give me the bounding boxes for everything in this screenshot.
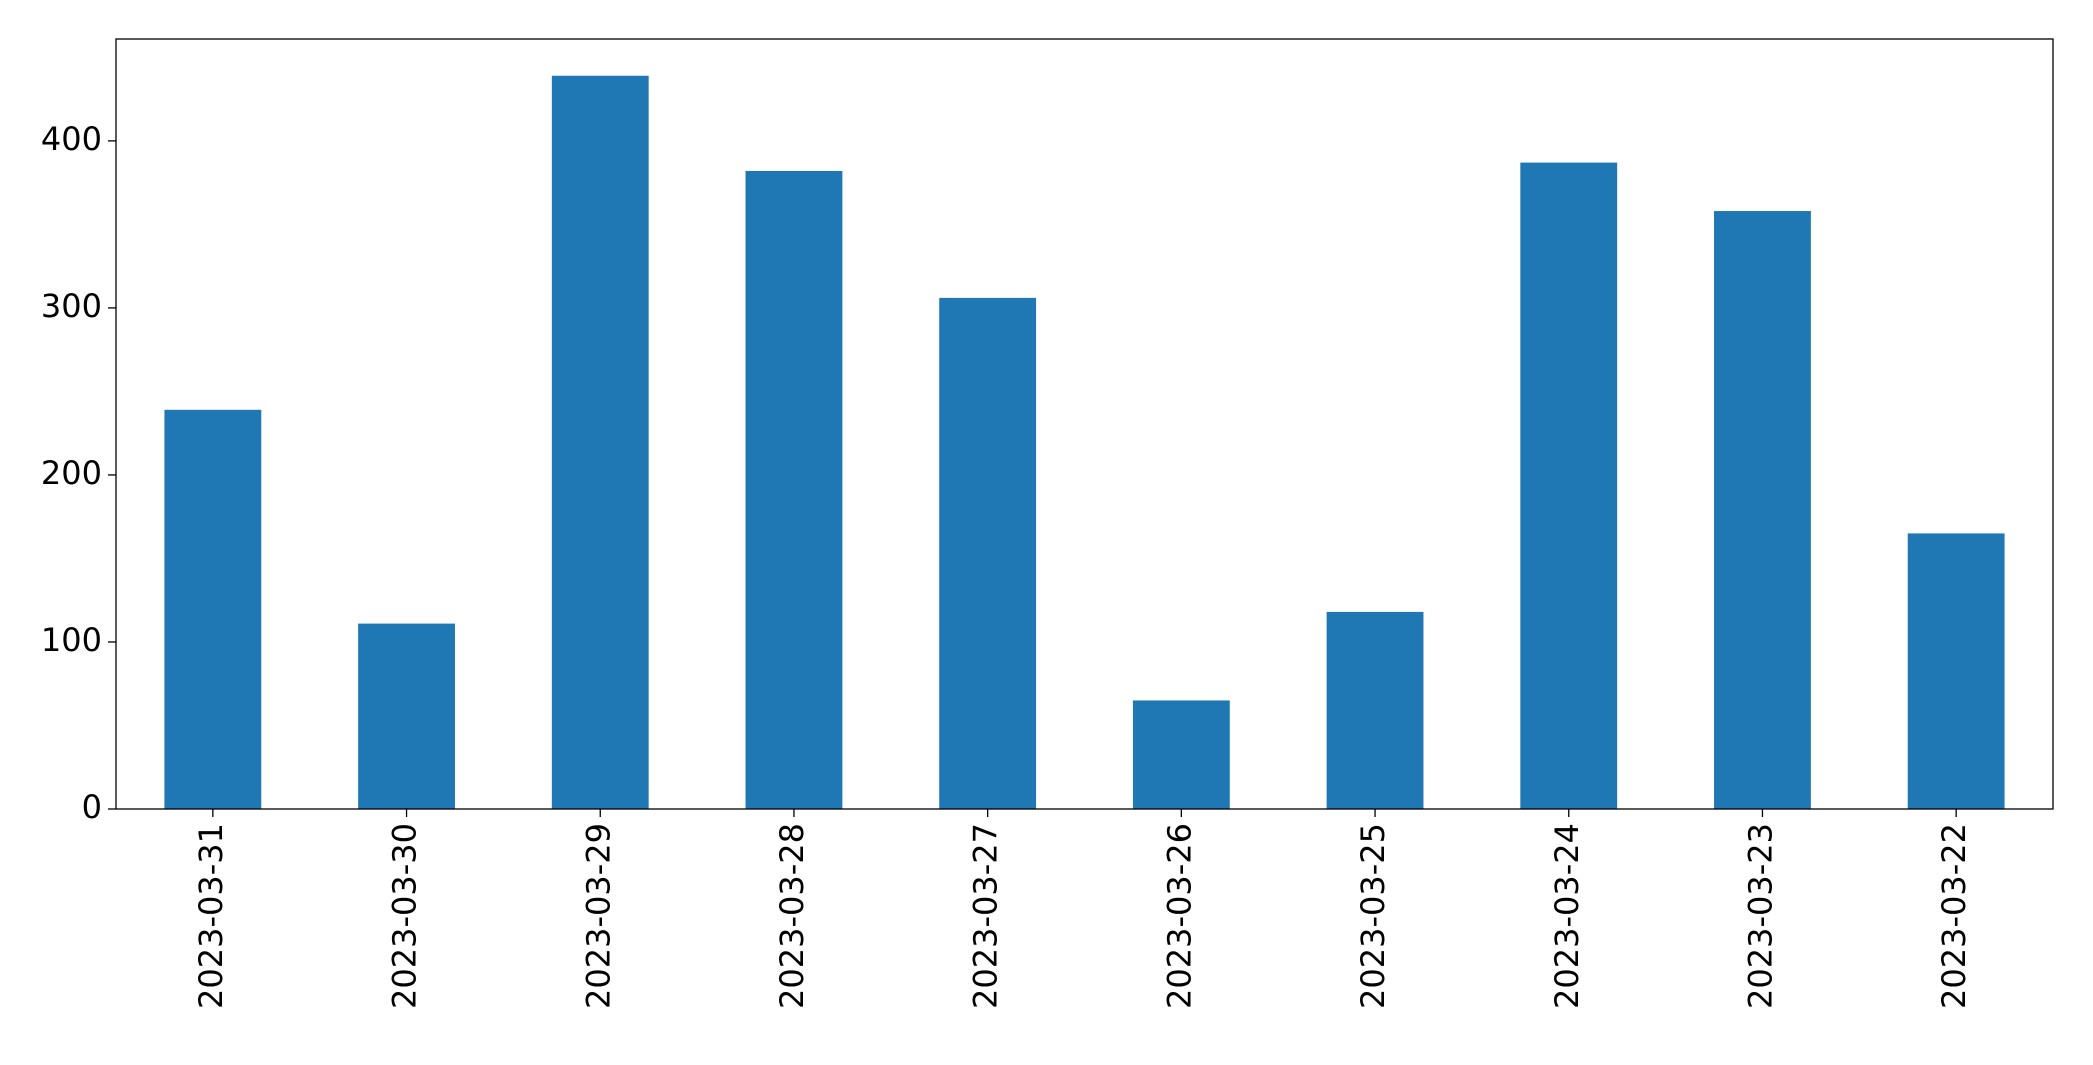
bar (164, 409, 262, 809)
bar (1907, 533, 2005, 809)
y-tick-label: 200 (41, 454, 102, 492)
bar (745, 170, 843, 809)
x-tick-label: 2023-03-22 (1935, 823, 1973, 1009)
x-tick-label: 2023-03-25 (1354, 823, 1392, 1009)
y-tick-label: 400 (41, 120, 102, 158)
bar (1326, 611, 1424, 809)
bar (939, 297, 1037, 809)
x-tick-label: 2023-03-26 (1160, 823, 1198, 1009)
bar (551, 75, 649, 809)
bar (1520, 162, 1618, 810)
bar (1714, 211, 1811, 809)
bar (358, 623, 455, 809)
x-tick-label: 2023-03-27 (967, 823, 1005, 1009)
x-tick-label: 2023-03-23 (1741, 823, 1779, 1009)
y-tick-label: 0 (82, 788, 102, 826)
x-tick-label: 2023-03-30 (386, 823, 424, 1009)
bar (1132, 700, 1230, 809)
x-tick-label: 2023-03-29 (579, 823, 617, 1009)
y-tick-label: 300 (41, 287, 102, 325)
y-tick-label: 100 (41, 621, 102, 659)
x-tick-label: 2023-03-28 (773, 823, 811, 1009)
x-tick-label: 2023-03-31 (192, 823, 230, 1009)
plot-frame (115, 38, 2054, 810)
x-tick-label: 2023-03-24 (1548, 823, 1586, 1009)
